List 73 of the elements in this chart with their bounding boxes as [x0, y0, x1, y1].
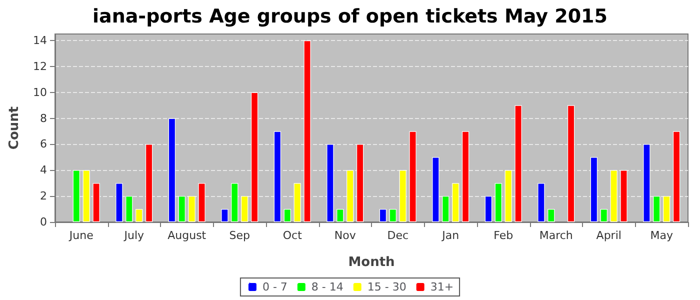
bar [504, 170, 512, 222]
bar [590, 157, 598, 222]
x-tick-label: Nov [334, 229, 356, 242]
bar [178, 196, 186, 222]
x-tick-label: May [650, 229, 674, 242]
x-tick-label: Feb [494, 229, 514, 242]
x-tick-label: June [68, 229, 94, 242]
bar [462, 131, 470, 222]
x-tick-label: Sep [229, 229, 250, 242]
bar [548, 209, 555, 222]
bar [442, 196, 450, 222]
x-tick-label: Jan [441, 229, 460, 242]
bar [198, 183, 206, 222]
bar [250, 92, 258, 222]
legend-label: 15 - 30 [367, 280, 406, 294]
bar [284, 209, 291, 222]
bar [346, 170, 354, 222]
y-tick-label: 10 [33, 86, 47, 99]
x-tick-label: March [539, 229, 573, 242]
bar [484, 196, 492, 222]
y-tick-label: 8 [40, 112, 47, 125]
bar [294, 183, 301, 222]
legend-label: 8 - 14 [311, 280, 344, 294]
bar [399, 170, 406, 222]
bar [452, 183, 460, 222]
bar [92, 183, 100, 222]
chart-title: iana-ports Age groups of open tickets May 2015 [92, 6, 608, 28]
x-tick-label: April [596, 229, 622, 242]
y-tick-label: 0 [40, 216, 47, 228]
bar [643, 144, 650, 222]
bar [304, 40, 311, 222]
legend-label: 31+ [430, 280, 454, 294]
bar [389, 209, 396, 222]
y-tick-label: 12 [33, 60, 47, 73]
bar [610, 170, 618, 222]
bar [663, 196, 670, 222]
bar [231, 183, 238, 222]
y-tick-label: 14 [33, 34, 47, 47]
bar [188, 196, 196, 222]
bar [567, 105, 575, 222]
bar [672, 131, 680, 222]
bar [538, 183, 545, 222]
bar [653, 196, 660, 222]
bar [336, 209, 344, 222]
bar [136, 209, 143, 222]
bar [126, 196, 133, 222]
bar [494, 183, 502, 222]
y-axis-title: Count [7, 106, 22, 150]
bar [514, 105, 522, 222]
bar [168, 118, 176, 222]
x-tick-label: Oct [282, 229, 303, 242]
y-tick-label: 4 [40, 164, 47, 177]
bar [274, 131, 282, 222]
y-tick-label: 2 [40, 190, 47, 203]
bar [379, 209, 387, 222]
bar [600, 209, 608, 222]
bar [409, 131, 416, 222]
bar [620, 170, 628, 222]
bar [116, 183, 123, 222]
x-tick-label: July [123, 229, 144, 242]
bar [72, 170, 80, 222]
bar [82, 170, 90, 222]
legend-label: 0 - 7 [262, 280, 288, 294]
bar [326, 144, 334, 222]
bar [145, 144, 153, 222]
bar [221, 209, 228, 222]
y-tick-label: 6 [40, 138, 47, 151]
bar [241, 196, 248, 222]
bar [432, 157, 440, 222]
bar [356, 144, 364, 222]
x-tick-label: Dec [387, 229, 409, 242]
x-axis-title: Month [348, 255, 395, 270]
x-tick-label: August [168, 229, 207, 242]
